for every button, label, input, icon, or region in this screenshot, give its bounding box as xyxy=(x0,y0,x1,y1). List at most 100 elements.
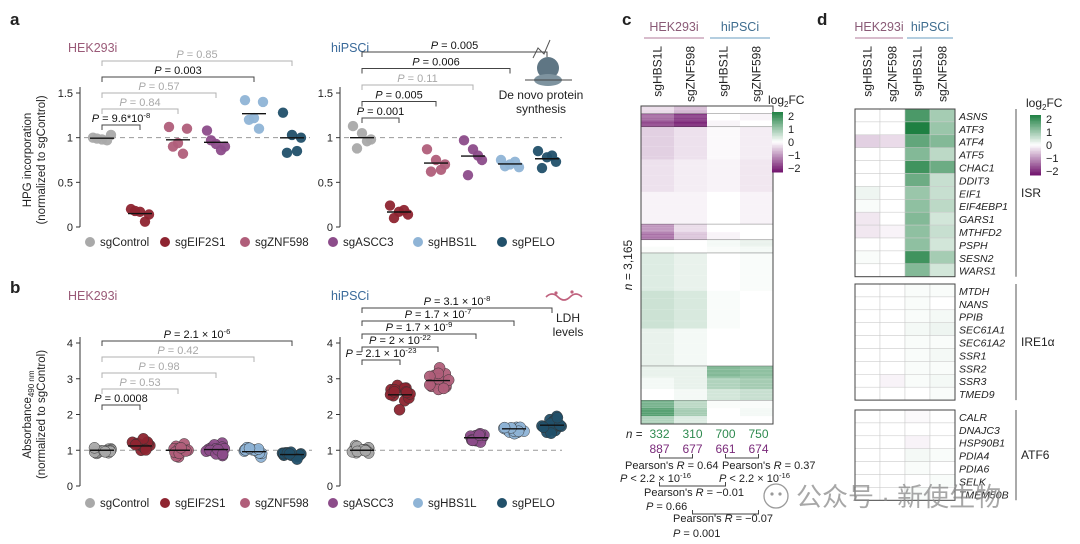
heatmap-cell xyxy=(854,263,881,277)
heatmap-cell xyxy=(641,159,674,193)
legend-marker xyxy=(497,237,507,247)
heatmap-cell xyxy=(740,366,773,378)
watermark: 公众号 · 新使生物 xyxy=(763,482,1001,512)
significance-bracket xyxy=(101,108,179,114)
colorbar-step xyxy=(772,134,783,137)
colorbar-step xyxy=(772,158,783,161)
colorbar-tick-label: 1 xyxy=(1046,127,1052,139)
data-point xyxy=(347,120,359,132)
correlation-p-value: P = 0.66 xyxy=(646,501,687,513)
data-point xyxy=(532,145,544,157)
colorbar-step xyxy=(1030,145,1041,147)
data-point xyxy=(384,200,396,211)
heatmap-cell xyxy=(904,263,931,277)
group-header: hiPSCi xyxy=(721,20,759,34)
heatmap-cell xyxy=(740,253,773,292)
heatmap-cell xyxy=(641,388,674,401)
p-value-label: P = 0.005 xyxy=(375,90,422,102)
y-tick-label: 2 xyxy=(327,410,333,422)
heatmap-cell xyxy=(929,211,956,226)
data-point xyxy=(281,147,293,159)
column-label: sgHBS1L xyxy=(651,46,665,97)
heatmap-cell xyxy=(854,160,881,174)
heatmap-cell xyxy=(854,173,881,187)
gene-label: SEC61A2 xyxy=(959,338,1005,350)
colorbar-step xyxy=(1030,151,1041,153)
gene-label: GARS1 xyxy=(959,214,995,226)
heatmap-cell xyxy=(854,435,881,449)
heatmap-cell xyxy=(641,224,674,233)
data-point xyxy=(129,205,141,217)
p-value-label: P = 0.57 xyxy=(138,81,179,93)
heatmap-cell xyxy=(740,232,773,241)
section-label: IRE1α xyxy=(1021,335,1055,349)
colorbar-step xyxy=(772,167,783,170)
p-value-label: P = 0.0008 xyxy=(94,393,148,405)
data-point xyxy=(545,427,557,439)
data-point xyxy=(401,386,413,399)
heatmap-cell xyxy=(674,159,707,193)
data-point xyxy=(137,433,150,445)
p-symbol: P xyxy=(673,528,681,540)
legend-label: sgControl xyxy=(100,237,149,249)
count-down: 677 xyxy=(682,442,702,456)
gene-label: EIF4EBP1 xyxy=(959,201,1008,213)
significance-bracket xyxy=(101,356,255,362)
significance-bracket xyxy=(101,388,179,394)
panel-c: c HEK293i hiPSCi sgHBS1L sgZNF598 sgHBS1L sgZN… xyxy=(620,10,816,540)
heatmap-cell xyxy=(879,322,906,336)
colorbar-step xyxy=(772,145,783,147)
heatmap-cell xyxy=(674,408,707,417)
significance-bracket xyxy=(361,359,401,365)
colorbar-step xyxy=(772,151,783,153)
legend-label: sgPELO xyxy=(512,498,555,510)
heatmap-cell xyxy=(674,127,707,160)
heatmap-cell xyxy=(740,106,773,115)
colorbar-step xyxy=(1030,161,1041,164)
colorbar-step xyxy=(1030,157,1041,159)
heatmap-cell xyxy=(854,224,881,239)
heatmap-cell xyxy=(879,147,906,161)
data-point xyxy=(291,145,303,157)
heatmap-cell xyxy=(740,240,773,247)
colorbar-step xyxy=(1030,142,1041,144)
group-header: HEK293i xyxy=(854,20,903,34)
group-title: hiPSCi xyxy=(331,289,369,303)
colorbar-tick-label: 1 xyxy=(788,124,794,136)
p-exponent: -8 xyxy=(484,294,491,303)
heatmap-cell xyxy=(879,409,906,424)
gene-label: PDIA4 xyxy=(959,451,990,463)
p-value-label: P = 0.006 xyxy=(412,57,459,69)
gene-label: SSR1 xyxy=(959,350,986,362)
group-header: HEK293i xyxy=(649,20,698,34)
gene-label: PSPH xyxy=(959,240,988,252)
column-label: sgZNF598 xyxy=(886,46,900,102)
legend-label: sgZNF598 xyxy=(255,237,309,249)
column-label: sgHBS1L xyxy=(861,46,875,97)
wechat-icon xyxy=(763,483,789,509)
heatmap-cell xyxy=(879,309,906,323)
heatmap-cell xyxy=(854,409,881,424)
heatmap-cell xyxy=(674,377,707,390)
data-point xyxy=(551,411,564,424)
colorbar-title-main: log xyxy=(768,93,784,107)
data-point xyxy=(181,123,193,134)
p-rest: = 0.001 xyxy=(680,528,720,540)
p-rest: = 0.001 xyxy=(364,106,404,118)
p-value-label: P = 0.005 xyxy=(431,40,478,52)
gene-label: SESN2 xyxy=(959,253,994,265)
p-rest: = 0.003 xyxy=(162,65,202,77)
colorbar-step xyxy=(1030,122,1041,125)
heatmap-cell xyxy=(904,422,931,437)
heatmap-cell xyxy=(740,328,773,367)
data-point xyxy=(140,444,152,456)
p-symbol: P xyxy=(397,73,405,85)
gene-label: CHAC1 xyxy=(959,163,995,175)
colorbar-step xyxy=(1030,172,1041,174)
data-point xyxy=(499,161,511,172)
data-point xyxy=(257,96,269,108)
colorbar-step xyxy=(772,113,783,116)
heatmap-cell xyxy=(740,416,773,425)
colorbar-step xyxy=(772,130,783,132)
